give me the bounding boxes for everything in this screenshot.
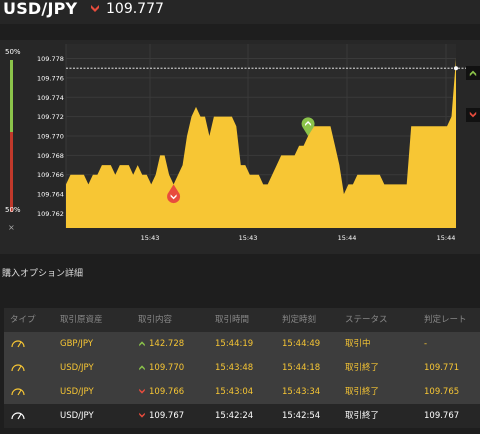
x-tick-label: 15:43 (239, 234, 258, 242)
table-row[interactable]: USD/JPY 109.770 15:43:48 15:44:18 取引終了 1… (4, 356, 480, 380)
content-cell: 109.767 (138, 404, 184, 428)
header-rate: 判定レート (424, 315, 467, 325)
judge-time-cell: 15:42:54 (282, 411, 321, 421)
marker-pin (167, 184, 181, 204)
time-cell: 15:43:48 (215, 363, 254, 373)
down-arrow-icon (139, 412, 145, 418)
status-cell: 取引終了 (345, 411, 380, 421)
status-cell: 取引中 (345, 339, 371, 349)
y-tick-label: 109.762 (37, 210, 64, 218)
asset-cell: GBP/JPY (60, 339, 94, 349)
gauge-close-icon[interactable]: × (8, 223, 15, 232)
status-cell: 取引終了 (345, 363, 380, 373)
judge-time-cell: 15:43:34 (282, 387, 321, 397)
rate-cell: 109.771 (424, 363, 460, 373)
header-content: 取引内容 (138, 315, 173, 325)
time-cell: 15:42:24 (215, 411, 254, 421)
price-chart: 109.778 109.776 109.774 109.772 109.770 109.7… (37, 44, 470, 242)
chart-panel: 50% 50% × 109.778 109.776 109.774 109.772 10… (0, 40, 480, 254)
judge-time-cell: 15:44:49 (282, 339, 321, 349)
side-down-button[interactable] (466, 108, 480, 122)
gauge-up-bar (10, 60, 13, 132)
price-area (66, 58, 456, 228)
buy-up-marker (301, 117, 315, 136)
rate-cell: 109.767 (424, 411, 460, 421)
header-time: 取引時間 (215, 315, 250, 325)
gauge-up-percent: 50% (5, 48, 21, 56)
up-arrow-icon (139, 341, 145, 347)
content-value: 142.728 (149, 339, 185, 349)
content-value: 109.767 (149, 411, 185, 421)
timer-icon (11, 364, 25, 372)
y-tick-label: 109.770 (37, 133, 64, 141)
x-tick-label: 15:44 (338, 234, 357, 242)
y-tick-label: 109.772 (37, 113, 64, 121)
x-tick-label: 15:43 (141, 234, 160, 242)
buy-down-marker (167, 184, 181, 204)
y-tick-label: 109.768 (37, 152, 64, 160)
rate-cell: 109.765 (424, 387, 460, 397)
content-value: 109.770 (149, 363, 185, 373)
down-arrow-icon (170, 194, 177, 200)
gauge-down-percent: 50% (5, 206, 21, 214)
content-value: 109.766 (149, 387, 185, 397)
y-tick-label: 109.766 (37, 171, 64, 179)
type-cell (10, 361, 26, 377)
table-row[interactable]: USD/JPY 109.767 15:42:24 15:42:54 取引終了 1… (4, 404, 480, 428)
x-tick-label: 15:44 (437, 234, 456, 242)
asset-cell: USD/JPY (60, 387, 94, 397)
up-arrow-icon (469, 70, 477, 77)
header-type: タイプ (10, 315, 36, 325)
down-arrow-icon (91, 5, 99, 12)
timer-icon (11, 340, 25, 348)
type-cell (10, 409, 26, 425)
y-tick-label: 109.774 (37, 94, 64, 102)
asset-cell: USD/JPY (60, 411, 94, 421)
header-bar: USD/JPY 109.777 (0, 0, 480, 24)
currency-pair-title: USD/JPY (3, 0, 78, 18)
content-cell: 109.766 (138, 380, 184, 404)
side-up-button[interactable] (466, 66, 480, 80)
header-status: ステータス (345, 315, 388, 325)
status-cell: 取引終了 (345, 387, 380, 397)
asset-cell: USD/JPY (60, 363, 94, 373)
timer-icon (11, 412, 25, 420)
type-cell (10, 337, 26, 353)
content-cell: 142.728 (138, 332, 184, 356)
section-title: 購入オプション詳細 (2, 269, 84, 279)
current-price-dot (454, 66, 458, 71)
down-arrow-icon (469, 111, 477, 118)
time-cell: 15:43:04 (215, 387, 254, 397)
options-table: タイプ 取引原資産 取引内容 取引時間 判定時刻 ステータス 判定レート GBP… (4, 308, 480, 428)
up-arrow-icon (139, 365, 145, 371)
marker-pin (301, 117, 315, 136)
down-arrow-icon (139, 388, 145, 394)
timer-icon (11, 388, 25, 396)
judge-time-cell: 15:44:18 (282, 363, 321, 373)
rate-cell: - (424, 339, 428, 349)
y-tick-label: 109.776 (37, 74, 64, 82)
header-asset: 取引原資産 (60, 315, 103, 325)
y-tick-label: 109.764 (37, 191, 64, 199)
up-arrow-icon (305, 121, 312, 126)
y-tick-label: 109.778 (37, 55, 64, 63)
gauge-down-bar (10, 132, 13, 212)
current-price: 109.777 (106, 1, 164, 17)
table-row[interactable]: USD/JPY 109.766 15:43:04 15:43:34 取引終了 1… (4, 380, 480, 404)
type-cell (10, 385, 26, 401)
header-judge-time: 判定時刻 (282, 315, 317, 325)
content-cell: 109.770 (138, 356, 184, 380)
table-header: タイプ 取引原資産 取引内容 取引時間 判定時刻 ステータス 判定レート (4, 308, 480, 332)
time-cell: 15:44:19 (215, 339, 254, 349)
table-row[interactable]: GBP/JPY 142.728 15:44:19 15:44:49 取引中 - (4, 332, 480, 356)
